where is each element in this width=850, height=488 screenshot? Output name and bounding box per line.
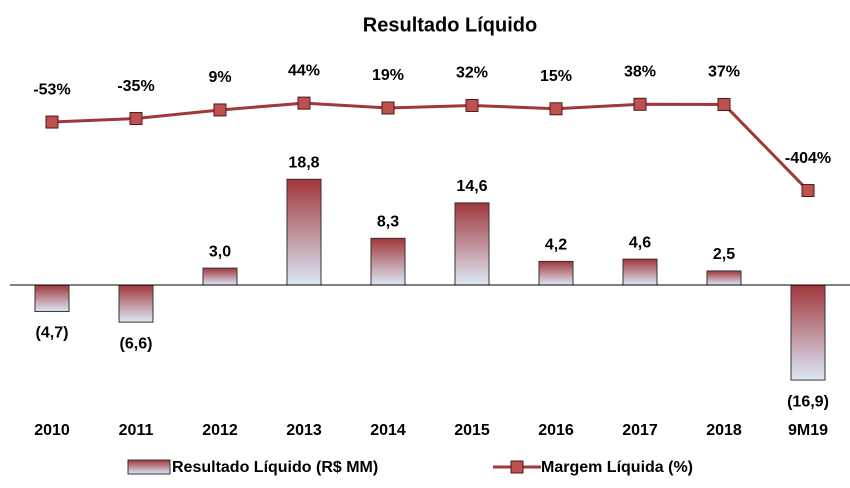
legend-label: Resultado Líquido (R$ MM) xyxy=(172,459,378,476)
line-marker xyxy=(717,97,731,111)
bar-value-label: 2,5 xyxy=(713,246,735,263)
line-value-label: -404% xyxy=(785,150,831,167)
legend-line-marker xyxy=(510,460,524,474)
line-marker xyxy=(549,102,563,116)
bar xyxy=(538,260,574,286)
bar xyxy=(370,237,406,286)
line-value-label: -53% xyxy=(33,81,70,98)
x-tick-label: 2014 xyxy=(370,422,406,439)
bar-value-label: 14,6 xyxy=(456,178,487,195)
line-marker xyxy=(129,112,143,126)
line-value-label: 9% xyxy=(208,69,231,86)
line-marker xyxy=(381,101,395,115)
x-tick-label: 2013 xyxy=(286,422,322,439)
legend-label: Margem Líquida (%) xyxy=(541,459,693,476)
bar xyxy=(286,178,322,286)
x-tick-label: 2011 xyxy=(119,422,154,439)
line-value-label: -35% xyxy=(117,78,154,95)
line-value-label: 32% xyxy=(456,65,488,82)
x-tick-label: 2015 xyxy=(454,422,490,439)
line-marker xyxy=(297,96,311,110)
line-marker xyxy=(213,103,227,117)
line-marker xyxy=(801,184,815,198)
bar xyxy=(454,202,490,286)
x-tick-label: 2012 xyxy=(202,422,238,439)
x-tick-label: 2010 xyxy=(34,422,70,439)
x-tick-label: 2018 xyxy=(706,422,742,439)
line-marker xyxy=(633,97,647,111)
bar-value-label: (16,9) xyxy=(787,393,829,410)
line-value-label: 38% xyxy=(624,64,656,81)
legend-bar-swatch xyxy=(127,459,171,475)
bar-value-label: 4,2 xyxy=(545,237,567,254)
x-tick-label: 2017 xyxy=(622,422,658,439)
bar-value-label: 4,6 xyxy=(629,234,651,251)
x-tick-label: 2016 xyxy=(538,422,574,439)
line-value-label: 15% xyxy=(540,68,572,85)
bar xyxy=(790,284,826,381)
line-value-label: 44% xyxy=(288,62,320,79)
line-value-label: 37% xyxy=(708,64,740,81)
bar xyxy=(706,270,742,286)
bar xyxy=(622,258,658,286)
bar-value-label: (6,6) xyxy=(120,335,153,352)
x-tick-label: 9M19 xyxy=(788,422,828,439)
chart-title: Resultado Líquido xyxy=(363,14,537,36)
bar-value-label: 3,0 xyxy=(209,243,231,260)
line-marker xyxy=(45,115,59,129)
line-value-label: 19% xyxy=(372,67,404,84)
bar-value-label: (4,7) xyxy=(36,325,69,342)
line-marker xyxy=(465,98,479,112)
bar-value-label: 18,8 xyxy=(288,154,319,171)
bar xyxy=(202,267,238,286)
bar xyxy=(118,284,154,323)
bar-value-label: 8,3 xyxy=(377,214,399,231)
bar xyxy=(34,284,70,312)
margin-line xyxy=(51,101,810,192)
